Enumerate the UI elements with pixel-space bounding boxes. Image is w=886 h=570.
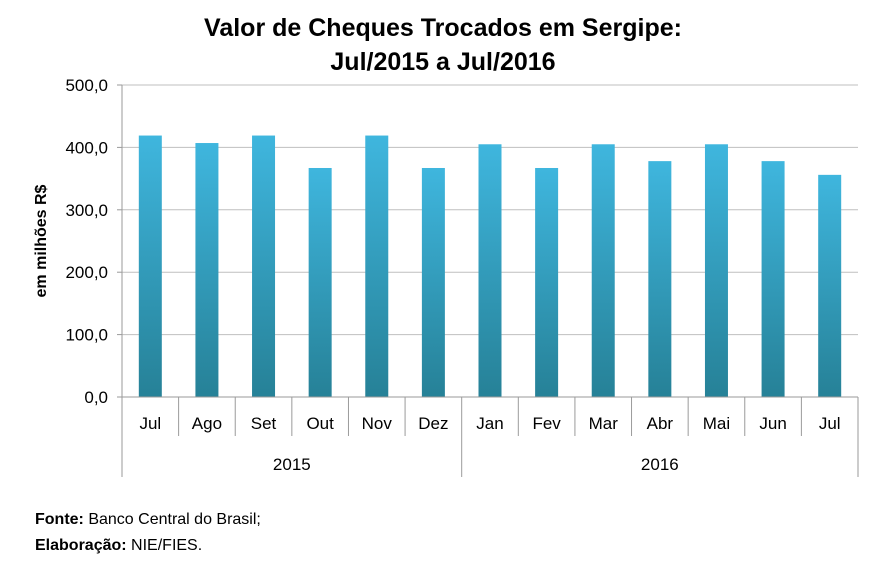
- bar-nov-4: [365, 135, 389, 397]
- x-category-label: Abr: [647, 414, 674, 433]
- footer-source-label: Fonte:: [35, 511, 84, 528]
- chart-title-line-1: Valor de Cheques Trocados em Sergipe:: [204, 14, 682, 42]
- bar-jul-12: [818, 174, 842, 397]
- footer-source: Fonte: Banco Central do Brasil;: [35, 511, 261, 529]
- bar-jan-6: [478, 144, 502, 397]
- bar-out-3: [308, 167, 332, 397]
- bar-jul-0: [138, 135, 162, 397]
- bar-mai-10: [704, 144, 728, 397]
- x-group-label-2015: 2015: [273, 455, 311, 474]
- x-category-label: Fev: [532, 414, 561, 433]
- chart-title-line-2: Jul/2015 a Jul/2016: [330, 48, 556, 76]
- y-tick-label: 300,0: [65, 201, 108, 220]
- bar-set-2: [252, 135, 276, 397]
- footer-credit-value: NIE/FIES.: [131, 537, 203, 554]
- x-category-label: Ago: [192, 414, 222, 433]
- bar-abr-9: [648, 161, 672, 397]
- x-group-label-2016: 2016: [641, 455, 679, 474]
- x-category-label: Out: [306, 414, 334, 433]
- x-category-label: Jul: [139, 414, 161, 433]
- x-category-label: Mai: [703, 414, 730, 433]
- x-category-label: Jan: [476, 414, 503, 433]
- y-tick-label: 200,0: [65, 263, 108, 282]
- x-category-label: Set: [251, 414, 277, 433]
- x-category-label: Nov: [362, 414, 393, 433]
- y-tick-label: 100,0: [65, 326, 108, 345]
- bar-jun-11: [761, 161, 785, 397]
- x-category-label: Jul: [819, 414, 841, 433]
- bar-mar-8: [591, 144, 615, 397]
- y-axis-label: em milhões R$: [33, 184, 50, 297]
- x-category-label: Mar: [589, 414, 619, 433]
- bar-fev-7: [535, 167, 559, 397]
- footer-source-value: Banco Central do Brasil;: [88, 511, 261, 528]
- x-category-label: Jun: [759, 414, 786, 433]
- footer-credit-label: Elaboração:: [35, 537, 127, 554]
- y-tick-label: 500,0: [65, 76, 108, 95]
- y-tick-label: 400,0: [65, 138, 108, 157]
- y-tick-label: 0,0: [84, 388, 108, 407]
- footer-credit: Elaboração: NIE/FIES.: [35, 537, 202, 555]
- x-category-label: Dez: [418, 414, 448, 433]
- bar-ago-1: [195, 143, 219, 397]
- bar-chart: 0,0 100,0 200,0 300,0 400,0 500,0 em milhões R…: [33, 76, 859, 477]
- bar-dez-5: [421, 167, 445, 397]
